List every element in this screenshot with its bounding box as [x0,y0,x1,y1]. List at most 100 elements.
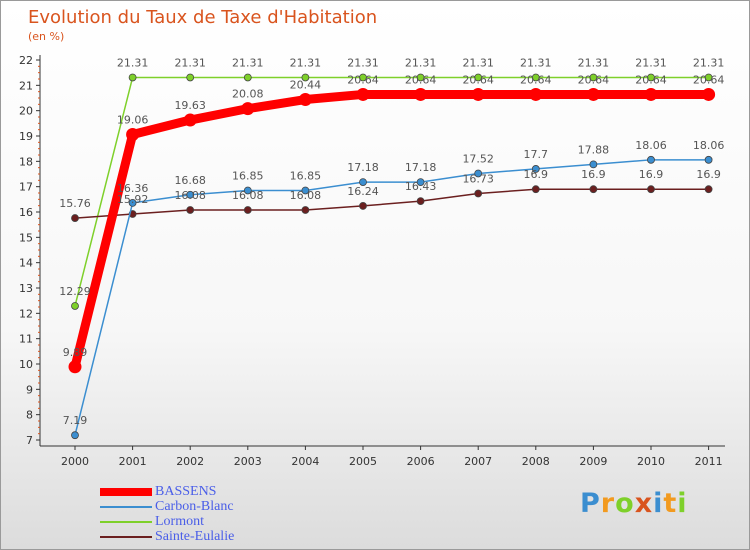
y-tick-label: 15 [19,231,33,244]
data-label-bassens: 20.64 [405,73,437,86]
data-label-lormont: 12.29 [59,285,91,298]
x-tick-label: 2008 [522,455,550,468]
data-label-sainte-eulalie: 16.24 [347,185,379,198]
data-point-carbon-blanc [128,198,137,207]
x-tick-label: 2003 [234,455,262,468]
data-label-bassens: 20.64 [635,73,667,86]
legend-swatch-carbon-blanc [100,506,152,508]
y-tick-label: 8 [26,409,33,422]
y-tick-label: 7 [26,434,33,447]
data-point-sainte-eulalie [186,206,195,214]
data-point-lormont [416,73,425,82]
data-label-sainte-eulalie: 15.76 [59,197,91,210]
data-point-bassens [68,360,82,374]
y-tick-label: 19 [19,130,33,143]
y-tick-label: 22 [19,54,33,67]
data-label-carbon-blanc: 17.52 [462,152,494,165]
data-point-lormont [589,73,598,82]
data-label-sainte-eulalie: 16.08 [174,189,206,202]
legend-item-bassens: BASSENS [100,484,320,499]
brand-letter: o [615,488,635,519]
data-point-carbon-blanc [301,186,310,195]
data-label-bassens: 20.64 [520,73,552,86]
data-point-bassens [356,87,370,101]
data-point-bassens [586,87,600,101]
data-point-lormont [704,73,713,82]
legend-swatch-bassens [100,488,152,496]
data-point-carbon-blanc [416,178,425,187]
data-point-lormont [71,302,79,310]
legend-label: Sainte-Eulalie [155,529,235,544]
data-label-carbon-blanc: 18.06 [693,139,725,152]
y-tick-label: 18 [19,155,33,168]
data-point-carbon-blanc [531,165,540,173]
data-label-bassens: 9.89 [63,346,88,359]
data-label-sainte-eulalie: 16.9 [639,168,664,181]
data-label-sainte-eulalie: 16.9 [524,168,549,181]
x-tick-label: 2001 [119,455,147,468]
legend-item-sainte-eulalie: Sainte-Eulalie [100,529,320,544]
data-point-bassens [241,102,255,116]
data-point-carbon-blanc [71,431,79,440]
data-label-carbon-blanc: 18.06 [635,139,667,152]
chart-title: Evolution du Taux de Taxe d'Habitation [28,7,378,28]
data-point-sainte-eulalie [71,214,79,222]
data-label-carbon-blanc: 17.18 [347,161,379,174]
data-label-sainte-eulalie: 16.43 [405,180,437,193]
data-point-lormont [128,73,137,82]
data-point-sainte-eulalie [416,197,425,206]
data-label-lormont: 21.31 [520,56,552,69]
data-label-bassens: 20.64 [693,73,725,86]
data-point-bassens [298,93,312,107]
data-point-carbon-blanc [647,155,655,164]
data-point-carbon-blanc [186,190,195,199]
data-point-lormont [531,73,540,82]
x-tick-label: 2007 [464,455,492,468]
legend-label: Carbon-Blanc [155,499,234,514]
brand-letter: i [677,488,688,519]
legend-swatch-sainte-eulalie [100,536,152,538]
data-point-bassens [414,87,428,101]
data-point-sainte-eulalie [589,185,598,194]
data-label-lormont: 21.31 [693,56,725,69]
data-label-lormont: 21.31 [635,56,667,69]
proxiti-logo: Proxiti [580,488,688,519]
data-label-sainte-eulalie: 16.08 [290,189,322,202]
data-point-sainte-eulalie [531,185,540,194]
data-label-bassens: 20.64 [347,73,379,86]
legend-item-lormont: Lormont [100,514,320,529]
y-tick-label: 10 [19,358,33,371]
data-label-sainte-eulalie: 16.9 [696,168,721,181]
data-label-carbon-blanc: 16.68 [174,174,206,187]
data-label-carbon-blanc: 7.19 [63,414,88,427]
x-tick-label: 2006 [407,455,435,468]
series-line-sainte-eulalie [74,188,710,219]
data-point-sainte-eulalie [704,185,713,194]
data-label-lormont: 21.31 [290,56,322,69]
x-tick-label: 2011 [695,455,723,468]
x-tick-label: 2005 [349,455,377,468]
series-line-carbon-blanc [74,159,710,436]
data-label-carbon-blanc: 16.36 [117,182,149,195]
data-label-bassens: 20.64 [578,73,610,86]
y-tick-label: 20 [19,105,33,118]
brand-letter: x [634,488,654,519]
data-label-lormont: 21.31 [117,56,149,69]
x-tick-label: 2000 [61,455,89,468]
x-tick-label: 2004 [291,455,319,468]
data-label-sainte-eulalie: 15.92 [117,193,149,206]
data-label-bassens: 20.08 [232,88,264,101]
brand-letter: t [663,488,678,519]
brand-letter: r [600,488,616,519]
data-point-lormont [243,73,252,82]
data-label-carbon-blanc: 16.85 [232,169,264,182]
data-label-bassens: 20.44 [290,79,322,92]
y-tick-label: 13 [19,282,33,295]
y-tick-label: 17 [19,181,33,194]
data-point-bassens [126,127,140,141]
data-label-lormont: 21.31 [347,56,379,69]
legend-label: Lormont [155,514,204,529]
legend-item-carbon-blanc: Carbon-Blanc [100,499,320,514]
series-line-bassens [70,89,714,372]
data-point-bassens [644,87,658,101]
